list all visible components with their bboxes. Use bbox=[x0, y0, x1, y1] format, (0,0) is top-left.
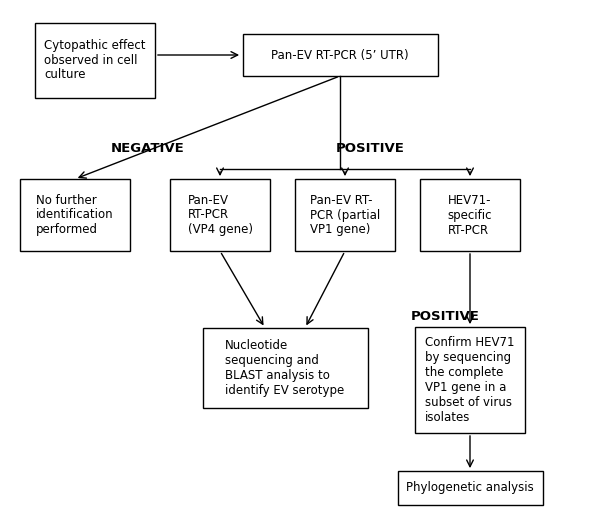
Text: Nucleotide
sequencing and
BLAST analysis to
identify EV serotype: Nucleotide sequencing and BLAST analysis… bbox=[226, 339, 344, 397]
Text: Phylogenetic analysis: Phylogenetic analysis bbox=[406, 482, 534, 495]
FancyBboxPatch shape bbox=[398, 471, 542, 505]
FancyBboxPatch shape bbox=[20, 179, 130, 251]
FancyBboxPatch shape bbox=[35, 22, 155, 97]
Text: Confirm HEV71
by sequencing
the complete
VP1 gene in a
subset of virus
isolates: Confirm HEV71 by sequencing the complete… bbox=[425, 336, 515, 424]
Text: HEV71-
specific
RT-PCR: HEV71- specific RT-PCR bbox=[448, 194, 492, 237]
Text: Pan-EV
RT-PCR
(VP4 gene): Pan-EV RT-PCR (VP4 gene) bbox=[187, 194, 253, 237]
FancyBboxPatch shape bbox=[415, 327, 525, 433]
FancyBboxPatch shape bbox=[203, 328, 367, 408]
FancyBboxPatch shape bbox=[170, 179, 270, 251]
Text: Pan-EV RT-
PCR (partial
VP1 gene): Pan-EV RT- PCR (partial VP1 gene) bbox=[310, 194, 380, 237]
FancyBboxPatch shape bbox=[295, 179, 395, 251]
Text: POSITIVE: POSITIVE bbox=[335, 141, 404, 154]
FancyBboxPatch shape bbox=[420, 179, 520, 251]
Text: POSITIVE: POSITIVE bbox=[410, 309, 479, 323]
Text: No further
identification
performed: No further identification performed bbox=[36, 194, 114, 237]
Text: Pan-EV RT-PCR (5’ UTR): Pan-EV RT-PCR (5’ UTR) bbox=[271, 49, 409, 62]
Text: NEGATIVE: NEGATIVE bbox=[111, 141, 185, 154]
FancyBboxPatch shape bbox=[242, 34, 437, 76]
Text: Cytopathic effect
observed in cell
culture: Cytopathic effect observed in cell cultu… bbox=[44, 38, 146, 81]
